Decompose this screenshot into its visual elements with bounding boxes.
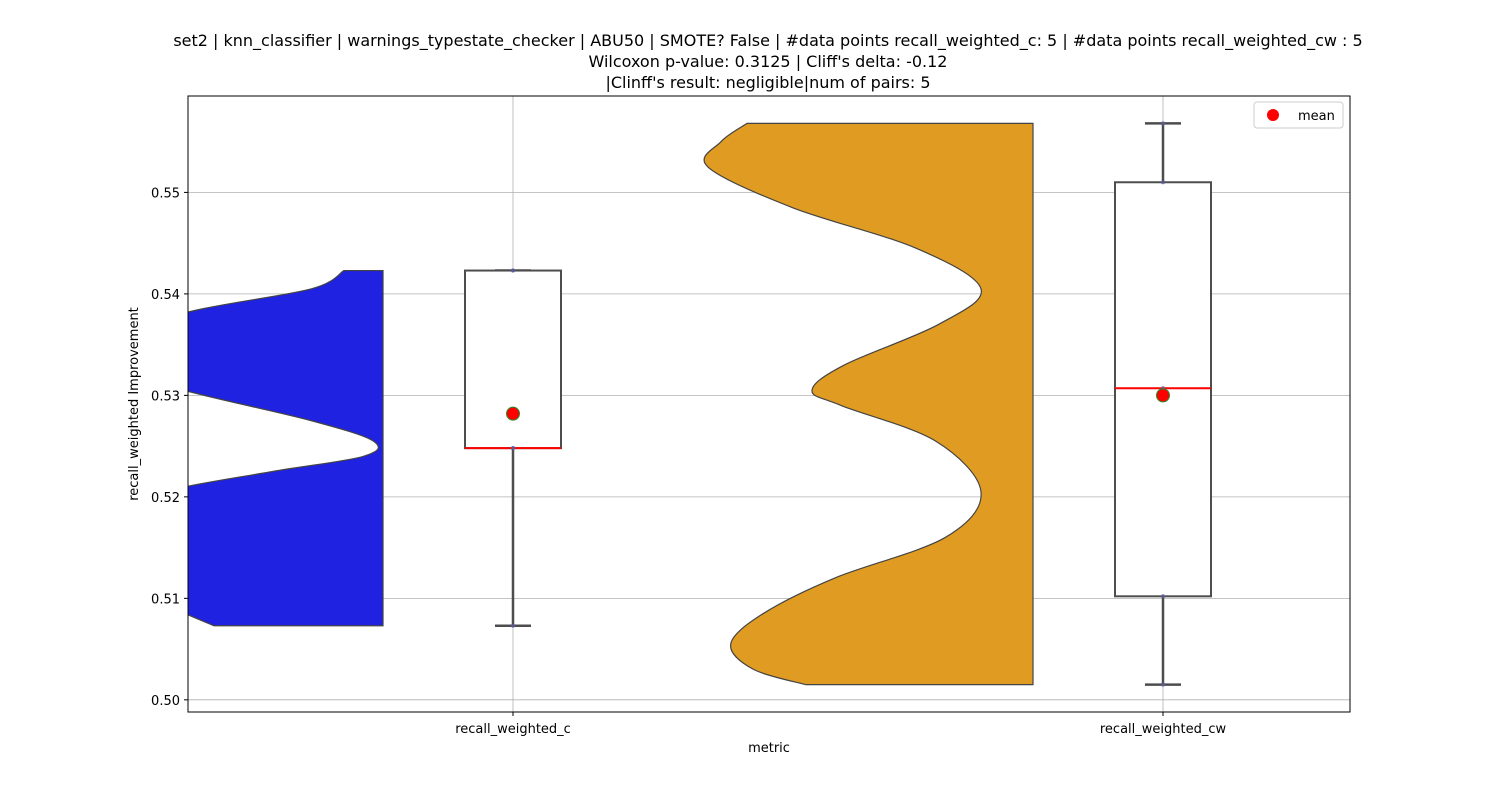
data-point <box>511 446 515 451</box>
x-axis-ticks: recall_weighted_c recall_weighted_cw <box>455 712 1226 737</box>
y-tick-label: 0.53 <box>151 389 180 404</box>
y-tick-label: 0.54 <box>151 288 180 303</box>
x-tick-label: recall_weighted_c <box>455 722 571 737</box>
mean-markers <box>506 388 1170 421</box>
legend-mean-marker <box>1267 109 1279 121</box>
legend: mean <box>1253 101 1344 129</box>
x-axis-label: metric <box>748 741 790 756</box>
mean-marker-recall_weighted_cw <box>1156 388 1170 403</box>
y-axis-label: recall_weighted Improvement <box>127 307 142 501</box>
title-line-3: |Clinff's result: negligible|num of pair… <box>605 73 930 92</box>
violins <box>188 122 1034 686</box>
title-line-1: set2 | knn_classifier | warnings_typesta… <box>173 31 1362 51</box>
y-tick-label: 0.55 <box>151 186 180 201</box>
data-point <box>511 268 515 273</box>
violin-recall_weighted_c <box>188 269 384 627</box>
legend-frame <box>1253 101 1344 129</box>
x-tick-label: recall_weighted_cw <box>1100 722 1227 737</box>
violin-recall_weighted_cw <box>703 122 1034 686</box>
chart-title: set2 | knn_classifier | warnings_typesta… <box>173 31 1362 92</box>
y-tick-label: 0.50 <box>151 694 180 709</box>
data-point <box>1161 682 1165 687</box>
mean-marker-recall_weighted_c <box>506 406 520 421</box>
data-point <box>511 623 515 628</box>
title-line-2: Wilcoxon p-value: 0.3125 | Cliff's delta… <box>589 52 948 71</box>
iqr-box <box>464 269 562 450</box>
boxplot-recall_weighted_cw <box>1114 121 1212 687</box>
data-point <box>1161 180 1165 185</box>
y-tick-label: 0.52 <box>151 491 180 506</box>
data-point <box>1161 594 1165 599</box>
y-axis-ticks: 0.50 0.51 0.52 0.53 0.54 0.55 <box>151 186 188 709</box>
legend-mean-label: mean <box>1298 109 1335 124</box>
plot-area-frame <box>187 95 1351 713</box>
y-tick-label: 0.51 <box>151 592 180 607</box>
data-point <box>1161 121 1165 126</box>
boxplot-recall_weighted_c <box>464 268 562 628</box>
